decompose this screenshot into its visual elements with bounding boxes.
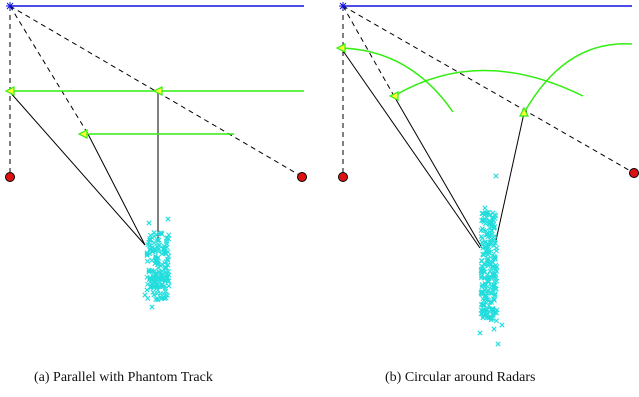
triangle-arrow-icon — [335, 43, 346, 53]
trajectory-arc — [393, 69, 584, 97]
panel-circular — [335, 2, 639, 347]
point-cloud — [142, 216, 172, 310]
solid-line — [393, 95, 483, 249]
solid-line — [87, 133, 146, 246]
solid-line — [340, 47, 481, 249]
solid-line — [8, 90, 146, 246]
triangle-arrow-icon — [4, 86, 15, 96]
point-cloud — [477, 173, 505, 347]
red-circle-icon — [5, 172, 15, 182]
solid-line — [494, 112, 525, 246]
dashed-sight-line — [9, 5, 302, 177]
asterisk-icon — [339, 2, 347, 10]
triangle-arrow-icon — [152, 86, 163, 96]
asterisk-icon — [6, 2, 14, 10]
caption-panel-b: (b) Circular around Radars — [385, 370, 536, 385]
caption-panel-a: (a) Parallel with Phantom Track — [34, 370, 213, 385]
triangle-arrow-icon — [388, 91, 399, 101]
red-circle-icon — [297, 172, 307, 182]
trajectory-arc — [523, 43, 633, 114]
dashed-sight-line — [342, 5, 635, 174]
panel-parallel — [4, 2, 307, 310]
dashed-sight-line — [9, 5, 89, 135]
triangle-arrow-icon — [77, 129, 88, 139]
red-circle-icon — [629, 168, 639, 178]
red-circle-icon — [338, 172, 348, 182]
trajectory-arc — [340, 47, 454, 113]
triangle-arrow-icon — [519, 106, 529, 117]
